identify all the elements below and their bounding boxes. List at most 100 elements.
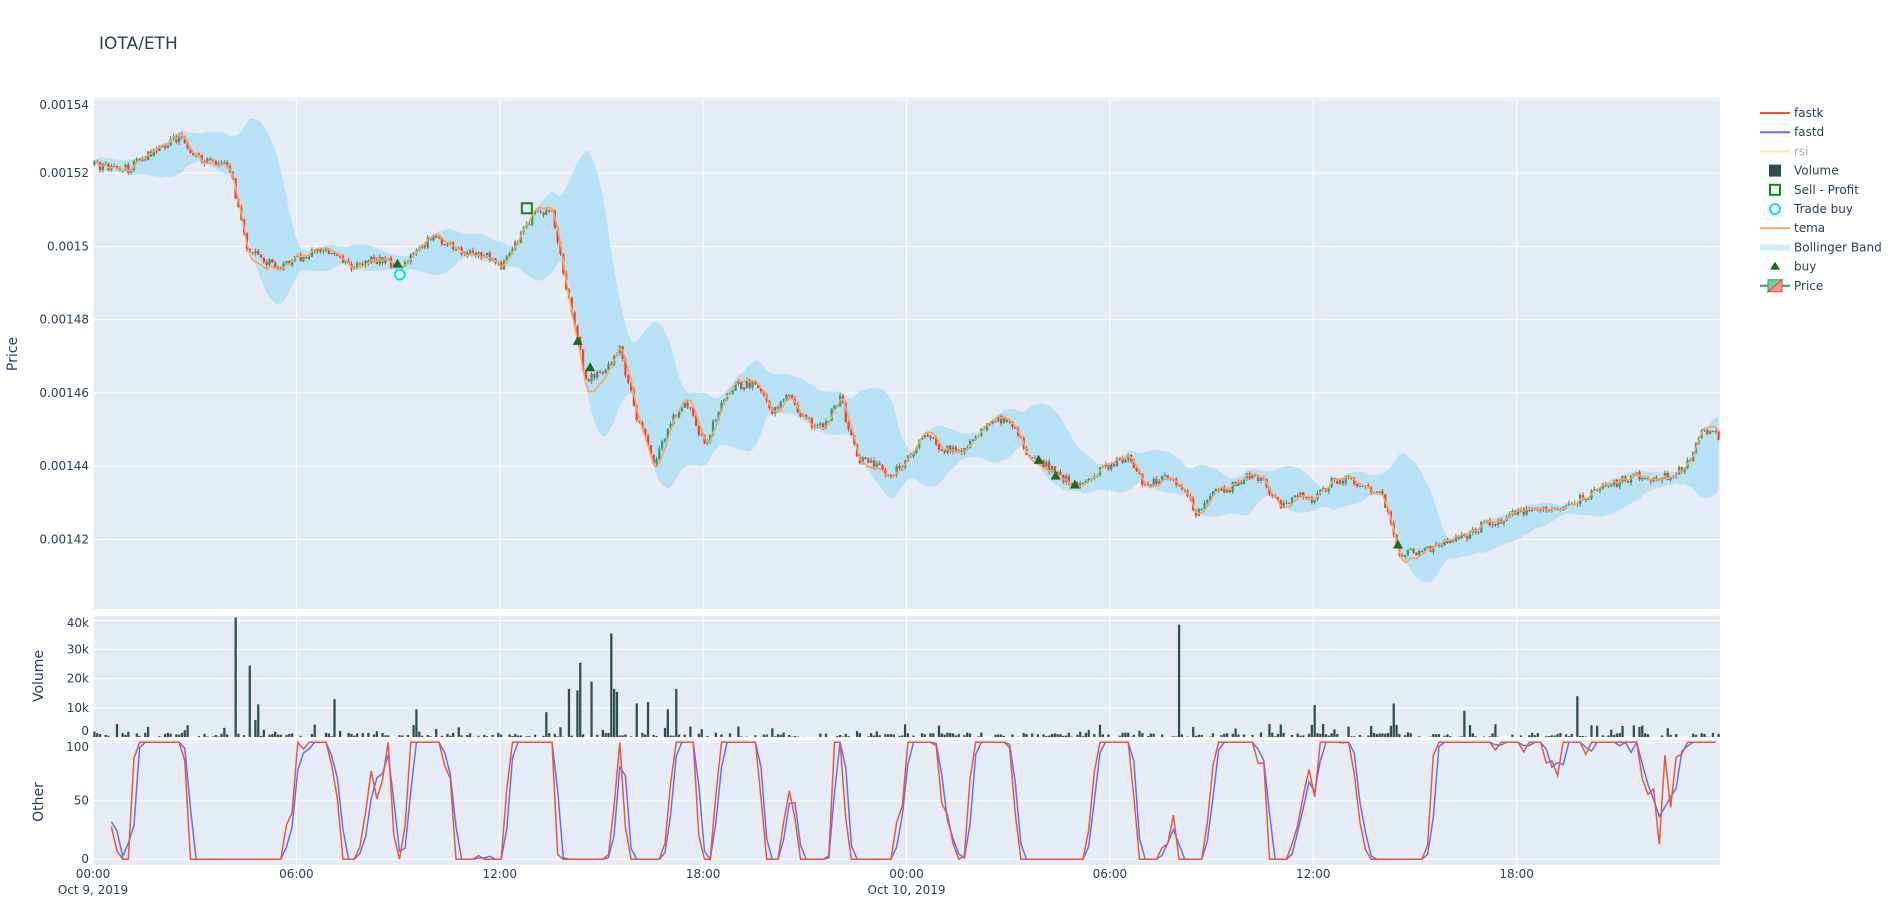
volume-bar: [647, 702, 649, 737]
legend[interactable]: fastk fastd rsi Volume Sell - Profit Trade bu…: [1760, 106, 1882, 293]
candle-body: [658, 448, 660, 459]
candle-body: [438, 238, 440, 239]
volume-bar: [356, 733, 358, 737]
price-y-tick-label: 0.00144: [39, 459, 89, 473]
volume-bar: [1079, 732, 1081, 737]
volume-bar: [1093, 734, 1095, 737]
volume-bar: [1565, 734, 1567, 737]
candle-body: [873, 460, 875, 466]
other-y-tick-label: 50: [74, 794, 89, 808]
volume-bar: [1393, 703, 1395, 737]
volume-bar: [96, 733, 98, 737]
volume-bar: [1000, 735, 1002, 737]
volume-bar: [215, 735, 217, 737]
volume-bar: [1153, 734, 1155, 737]
candle-body: [1410, 549, 1412, 550]
volume-bar: [1277, 734, 1279, 737]
volume-bar: [672, 736, 674, 737]
candle-body: [1588, 499, 1590, 500]
volume-bar: [1314, 705, 1316, 737]
legend-item-volume[interactable]: Volume: [1769, 164, 1839, 178]
candle-body: [1288, 503, 1290, 504]
candle-body: [664, 439, 666, 441]
volume-bar: [339, 731, 341, 737]
volume-bar: [164, 734, 166, 737]
volume-bar: [105, 735, 107, 737]
candle-body: [596, 372, 598, 378]
volume-y-tick-label: 40k: [67, 616, 89, 630]
legend-item-price[interactable]: Price: [1760, 279, 1823, 293]
candle-body: [305, 257, 307, 258]
other-y-tick-label: 100: [66, 740, 89, 754]
volume-bar: [912, 736, 914, 737]
volume-bar: [955, 735, 957, 737]
candle-body: [715, 420, 717, 421]
legend-label: Bollinger Band: [1794, 240, 1882, 254]
volume-bar: [254, 720, 256, 737]
candle-body: [435, 236, 437, 238]
legend-item-buy[interactable]: buy: [1770, 260, 1816, 274]
volume-bar: [1602, 735, 1604, 737]
volume-bar: [1418, 736, 1420, 737]
volume-bar: [579, 663, 581, 737]
volume-bar: [460, 735, 462, 737]
legend-item-sell-profit[interactable]: Sell - Profit: [1770, 183, 1859, 197]
legend-item-fastd[interactable]: fastd: [1760, 125, 1824, 139]
volume-bar: [147, 727, 149, 737]
candle-body: [542, 212, 544, 215]
volume-bar: [1308, 734, 1310, 737]
volume-bar: [500, 735, 502, 737]
volume-bar: [1198, 735, 1200, 737]
candle-body: [1441, 545, 1443, 546]
legend-label: Price: [1794, 279, 1823, 293]
candle-body: [593, 374, 595, 378]
volume-bar: [1353, 736, 1355, 737]
volume-bar: [509, 734, 511, 737]
volume-bar: [1062, 736, 1064, 737]
candle-body: [212, 161, 214, 162]
volume-bar: [1330, 733, 1332, 737]
volume-bar: [1192, 727, 1194, 737]
candle-body: [876, 463, 878, 466]
volume-bar: [1333, 729, 1335, 737]
volume-bar: [167, 733, 169, 737]
legend-item-bollinger-band[interactable]: Bollinger Band: [1760, 240, 1882, 254]
price-panel[interactable]: 0.001420.001440.001460.001480.00150.0015…: [39, 98, 1720, 609]
candle-body: [1494, 524, 1496, 525]
volume-bar: [701, 729, 703, 737]
volume-bar: [616, 692, 618, 737]
volume-bar: [483, 735, 485, 737]
volume-bar: [1121, 733, 1123, 737]
volume-bar: [624, 734, 626, 737]
volume-bar: [867, 736, 869, 737]
volume-bar: [655, 736, 657, 737]
y-axis-title-price: Price: [5, 337, 21, 371]
volume-bar: [271, 734, 273, 737]
candle-body: [164, 146, 166, 148]
volume-bar: [1469, 725, 1471, 737]
volume-bar: [226, 734, 228, 737]
candle-body: [251, 252, 253, 253]
candle-body: [898, 466, 900, 468]
volume-bar: [542, 736, 544, 737]
volume-bar: [825, 734, 827, 737]
volume-bar: [1446, 734, 1448, 737]
volume-bar: [548, 733, 550, 737]
legend-item-trade-buy[interactable]: Trade buy: [1770, 202, 1853, 216]
volume-bar: [1494, 724, 1496, 737]
legend-item-tema[interactable]: tema: [1760, 221, 1825, 235]
volume-bar: [980, 733, 982, 737]
volume-bar: [1695, 735, 1697, 737]
volume-bar: [415, 709, 417, 737]
volume-bar: [362, 733, 364, 737]
legend-item-fastk[interactable]: fastk: [1760, 106, 1824, 120]
volume-bar: [1489, 736, 1491, 737]
volume-bar: [1703, 734, 1705, 737]
volume-bar: [136, 733, 138, 737]
candle-body: [1285, 503, 1287, 504]
volume-bar: [184, 730, 186, 737]
legend-item-rsi[interactable]: rsi: [1760, 144, 1809, 158]
